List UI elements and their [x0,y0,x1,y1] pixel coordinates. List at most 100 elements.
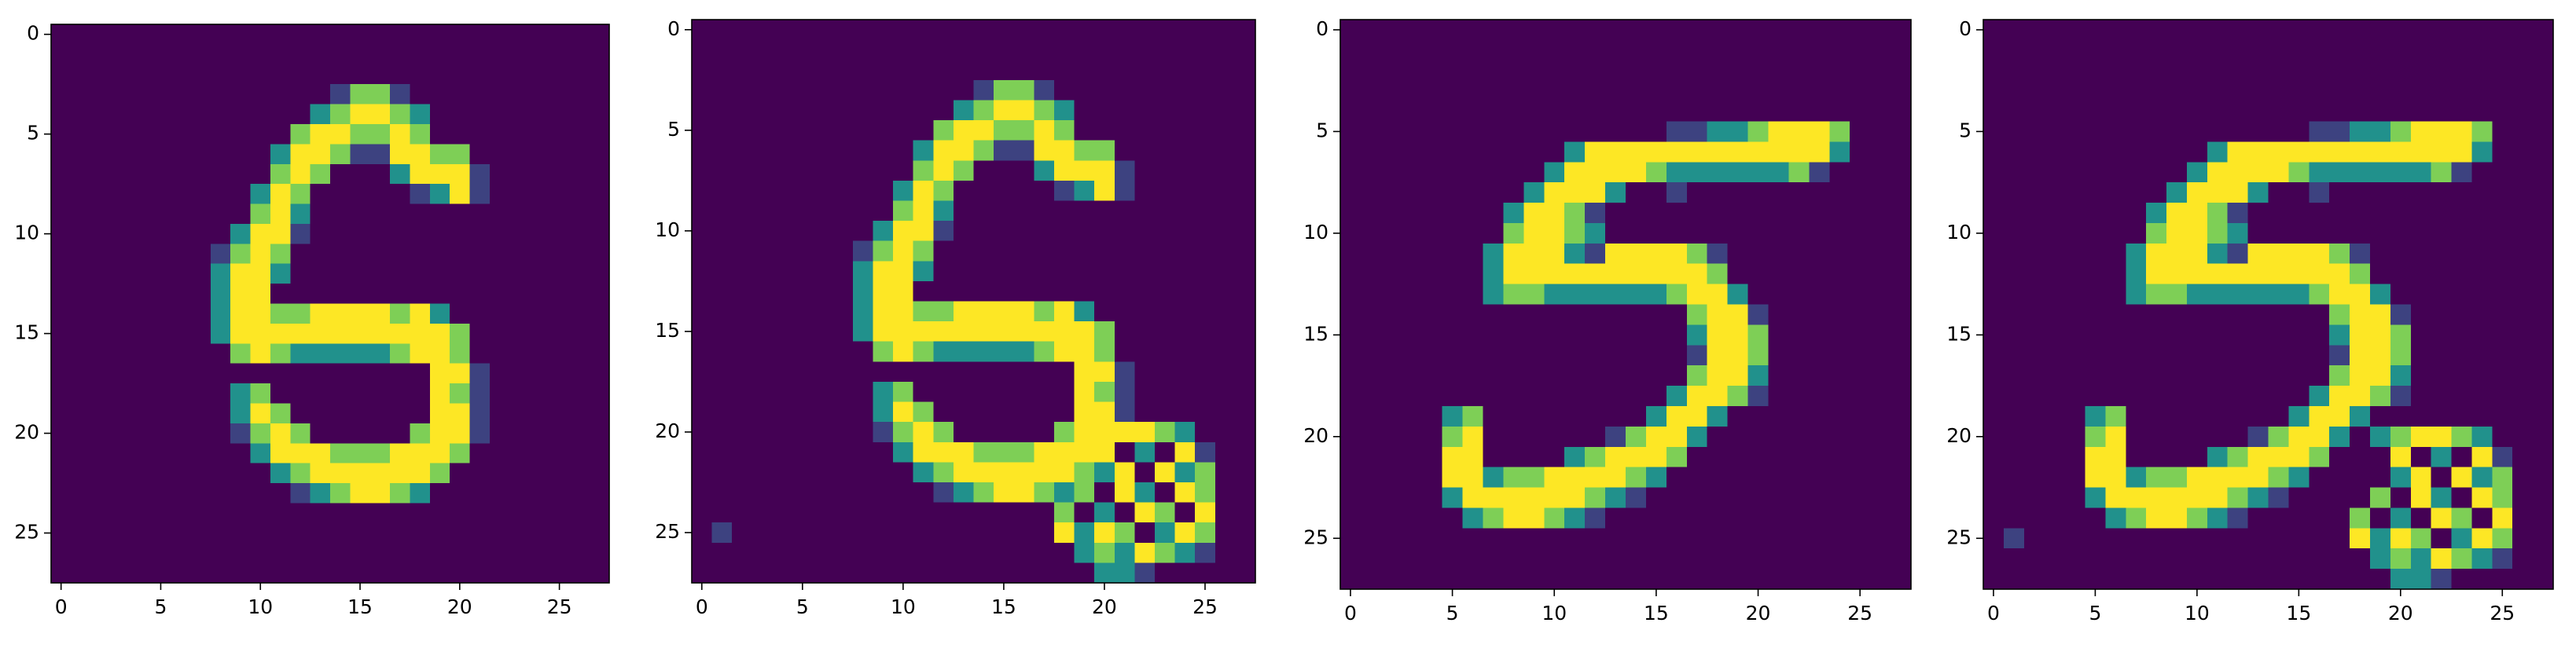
cell [1645,528,1667,549]
cell [893,462,914,483]
cell [2288,222,2310,244]
cell [2512,426,2534,448]
cell [469,24,491,45]
cell [973,140,994,161]
cell [549,123,570,145]
cell [751,542,774,563]
cell [873,180,894,202]
cell [692,240,713,262]
cell [2247,39,2269,61]
cell [873,542,894,563]
cell [1503,467,1524,489]
cell [1114,100,1135,121]
cell [1442,80,1464,102]
cell [2126,345,2147,366]
cell [1605,121,1626,142]
cell [2288,141,2310,163]
cell [1747,182,1769,203]
cell [2471,345,2493,366]
cell [1442,60,1464,82]
cell [549,463,570,484]
cell [171,323,192,344]
cell [1442,446,1464,468]
cell [1235,361,1256,383]
cell [1034,221,1055,242]
cell [210,104,231,125]
cell [2207,467,2229,489]
cell [1442,405,1464,427]
cell [2471,324,2493,346]
cell [2369,386,2391,407]
cell [1114,522,1135,544]
cell [1666,548,1688,570]
cell [2064,263,2086,285]
cell [1809,20,1830,41]
cell [509,443,531,464]
cell [270,184,291,205]
cell [812,160,833,181]
cell [429,244,450,265]
cell [1401,121,1423,142]
cell [230,64,252,85]
cell [2288,304,2310,325]
cell [1585,203,1606,224]
cell [2533,162,2554,183]
cell [1645,569,1667,590]
cell [1034,20,1055,41]
cell [2186,426,2208,448]
cell [1340,487,1361,509]
cell [1544,426,1565,448]
cell [1666,487,1688,509]
cell [350,24,371,45]
cell [549,343,570,364]
cell [2268,487,2289,509]
cell [1134,39,1156,60]
cell [210,403,231,424]
cell [450,24,471,45]
cell [1870,263,1891,285]
cell [1421,467,1443,489]
cell [369,403,391,424]
cell [2288,60,2310,82]
cell [2186,446,2208,468]
cell [2126,121,2147,142]
cell [2207,345,2229,366]
cell [1645,304,1667,325]
cell [1483,405,1505,427]
cell [1768,345,1790,366]
cell [1564,467,1586,489]
cell [2268,304,2289,325]
cell [2288,446,2310,468]
cell [1891,507,1912,529]
cell [410,223,431,244]
cell [2146,263,2167,285]
cell [509,223,531,244]
cell [270,64,291,85]
cell [2105,304,2126,325]
cell [913,381,934,403]
cell [1626,182,1647,203]
cell [1686,365,1708,386]
cell [390,443,411,464]
cell [111,562,132,584]
cell [489,403,510,424]
cell [130,44,152,65]
cell [190,562,211,584]
cell [71,363,92,384]
cell [2533,507,2554,529]
cell [1788,386,1810,407]
cell [390,303,411,324]
cell [310,184,331,205]
cell [1340,324,1361,346]
cell [369,64,391,85]
cell [1034,120,1055,141]
cell [1034,301,1055,322]
cell [792,60,814,81]
cell [310,123,331,145]
cell [2044,80,2066,102]
cell [1891,548,1912,570]
cell [2410,203,2432,224]
cell [429,463,450,484]
cell [1523,60,1545,82]
cell [130,223,152,244]
